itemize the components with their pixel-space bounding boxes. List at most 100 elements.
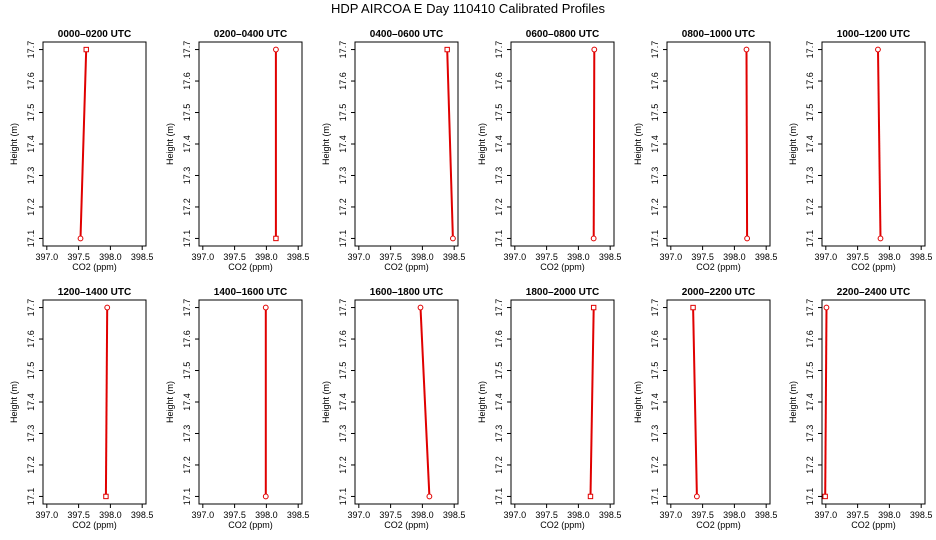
main-title: HDP AIRCOA E Day 110410 Calibrated Profi… [330, 1, 606, 16]
y-tick-label: 17.1 [182, 230, 192, 248]
y-axis-label: Height (m) [788, 381, 798, 423]
x-tick-label: 397.0 [192, 252, 215, 262]
panel-title: 1200–1400 UTC [58, 287, 131, 298]
data-point-circle [693, 493, 700, 500]
data-point-circle [591, 46, 598, 53]
y-axis-label: Height (m) [477, 123, 487, 165]
x-axis-label: CO2 (ppm) [228, 262, 273, 272]
y-axis-label: Height (m) [165, 381, 175, 423]
data-point-square [103, 493, 109, 500]
y-tick-label: 17.5 [26, 104, 36, 122]
data-point-circle [262, 493, 269, 500]
x-tick-label: 398.5 [287, 510, 310, 520]
data-point-circle [744, 235, 751, 242]
x-tick-label: 398.0 [878, 252, 901, 262]
panel-title: 1000–1200 UTC [837, 29, 910, 40]
y-tick-label: 17.5 [182, 104, 192, 122]
y-tick-label: 17.2 [338, 198, 348, 216]
x-tick-label: 398.5 [599, 252, 622, 262]
plot-frame [666, 41, 771, 247]
y-tick-label: 17.5 [494, 362, 504, 380]
y-tick-label: 17.2 [182, 456, 192, 474]
y-tick-label: 17.4 [338, 393, 348, 411]
plot-frame [198, 41, 303, 247]
y-axis-label: Height (m) [477, 381, 487, 423]
x-tick-label: 397.0 [660, 510, 683, 520]
panel-title: 0400–0600 UTC [370, 29, 443, 40]
y-tick-label: 17.3 [338, 425, 348, 443]
panel-7: 1200–1400 UTC 397.0 397.5 398.0 398.5 CO2 (pp… [9, 287, 153, 530]
x-tick-label: 397.5 [846, 510, 869, 520]
x-tick-label: 397.5 [67, 252, 90, 262]
plot-frame [666, 299, 771, 505]
data-point-square [690, 304, 696, 311]
x-tick-label: 398.0 [567, 510, 590, 520]
x-axis-label: CO2 (ppm) [384, 520, 429, 530]
y-tick-label: 17.6 [650, 330, 660, 348]
data-point-circle [743, 46, 750, 53]
y-tick-label: 17.3 [338, 167, 348, 185]
x-tick-label: 398.5 [910, 510, 933, 520]
y-tick-label: 17.4 [26, 393, 36, 411]
y-tick-label: 17.1 [182, 488, 192, 506]
profile-line [104, 307, 109, 497]
data-point-circle [104, 304, 111, 311]
panel-6: 1000–1200 UTC 397.0 397.5 398.0 398.5 CO2 (pp… [788, 29, 932, 272]
panel-4: 0600–0800 UTC 397.0 397.5 398.0 398.5 CO2 (pp… [477, 29, 621, 272]
x-tick-label: 397.0 [815, 510, 838, 520]
y-tick-label: 17.7 [338, 299, 348, 317]
y-tick-label: 17.3 [805, 167, 815, 185]
y-tick-label: 17.4 [650, 393, 660, 411]
data-point-square [587, 493, 594, 500]
y-tick-label: 17.1 [338, 230, 348, 248]
y-tick-label: 17.6 [494, 72, 504, 90]
profile-line [589, 307, 595, 497]
x-axis-label: CO2 (ppm) [384, 262, 429, 272]
panel-10: 1800–2000 UTC 397.0 397.5 398.0 398.5 CO2 (pp… [477, 287, 621, 530]
y-axis-label: Height (m) [9, 381, 19, 423]
y-tick-label: 17.7 [26, 41, 36, 59]
x-tick-label: 397.0 [660, 252, 683, 262]
x-axis-label: CO2 (ppm) [72, 520, 117, 530]
x-tick-label: 397.0 [36, 510, 59, 520]
y-tick-label: 17.3 [650, 167, 660, 185]
y-tick-label: 17.2 [805, 198, 815, 216]
y-tick-label: 17.2 [805, 456, 815, 474]
y-tick-label: 17.4 [182, 135, 192, 153]
y-tick-label: 17.2 [650, 456, 660, 474]
y-tick-label: 17.4 [805, 393, 815, 411]
y-tick-label: 17.1 [805, 488, 815, 506]
y-axis-label: Height (m) [165, 123, 175, 165]
x-tick-label: 398.0 [99, 510, 122, 520]
data-point-circle [823, 304, 830, 311]
profile-line [824, 307, 828, 497]
y-tick-label: 17.1 [338, 488, 348, 506]
x-tick-label: 397.5 [379, 252, 402, 262]
y-tick-label: 17.3 [650, 425, 660, 443]
x-tick-label: 398.0 [878, 510, 901, 520]
x-axis-label: CO2 (ppm) [72, 262, 117, 272]
x-axis-label: CO2 (ppm) [540, 262, 585, 272]
x-tick-label: 398.0 [723, 252, 746, 262]
y-tick-label: 17.4 [650, 135, 660, 153]
y-tick-label: 17.3 [494, 425, 504, 443]
x-axis-label: CO2 (ppm) [540, 520, 585, 530]
y-axis-label: Height (m) [321, 123, 331, 165]
y-tick-label: 17.1 [26, 230, 36, 248]
x-tick-label: 397.5 [691, 510, 714, 520]
y-tick-label: 17.2 [650, 198, 660, 216]
y-tick-label: 17.6 [650, 72, 660, 90]
y-tick-label: 17.2 [494, 456, 504, 474]
y-tick-label: 17.2 [182, 198, 192, 216]
y-tick-label: 17.4 [182, 393, 192, 411]
y-tick-label: 17.7 [805, 299, 815, 317]
y-tick-label: 17.4 [26, 135, 36, 153]
y-tick-label: 17.6 [494, 330, 504, 348]
y-tick-label: 17.7 [650, 299, 660, 317]
x-tick-label: 398.0 [723, 510, 746, 520]
data-point-square [273, 235, 279, 242]
data-point-circle [426, 493, 433, 500]
x-tick-label: 397.0 [192, 510, 215, 520]
y-axis-label: Height (m) [321, 381, 331, 423]
